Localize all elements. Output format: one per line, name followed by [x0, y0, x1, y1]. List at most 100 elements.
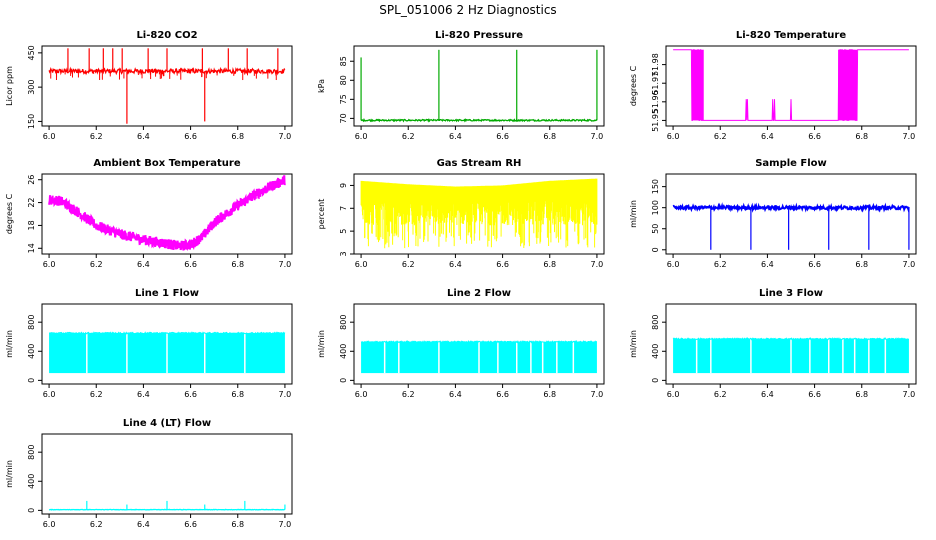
x-tick-label: 6.8 [543, 132, 556, 141]
x-tick-label: 6.6 [496, 132, 509, 141]
y-tick-label: 0 [27, 378, 36, 383]
y-tick-label: 300 [27, 80, 36, 95]
x-tick-label: 7.0 [903, 390, 916, 399]
x-tick-label: 6.0 [667, 132, 680, 141]
x-tick-label: 6.2 [714, 132, 727, 141]
y-tick-label: 51.95 [651, 109, 660, 132]
chart-title: Line 2 Flow [447, 288, 511, 299]
x-tick-label: 7.0 [279, 260, 292, 269]
y-tick-label: 400 [27, 344, 36, 359]
x-tick-label: 6.6 [184, 132, 197, 141]
y-tick-label: 150 [651, 179, 660, 194]
y-tick-label: 18 [27, 220, 36, 230]
data-series-ambient [48, 175, 286, 252]
chart-panel-10: Line 4 (LT) Flow 6.0 6.2 6.4 6.6 6.8 7.0 0 400 80… [5, 418, 293, 529]
chart-title: Ambient Box Temperature [93, 158, 240, 169]
y-axis-label: degrees C [5, 193, 14, 234]
chart-panel-3: Li-820 Temperature 6.0 6.2 6.4 6.6 6.8 7.0 51.9… [629, 30, 917, 141]
y-tick-label: 0 [651, 378, 660, 383]
x-tick-label: 6.4 [449, 132, 462, 141]
x-tick-label: 7.0 [591, 390, 604, 399]
chart-panel-8: Line 2 Flow 6.0 6.2 6.4 6.6 6.8 7.0 0 400 800 ml/m… [317, 288, 605, 399]
y-tick-label: 51.97 [651, 72, 660, 95]
x-tick-label: 6.6 [184, 390, 197, 399]
x-tick-label: 6.8 [231, 390, 244, 399]
x-tick-label: 6.6 [808, 390, 821, 399]
chart-panel-4: Ambient Box Temperature 6.0 6.2 6.4 6.6 6.8 7.… [5, 158, 293, 269]
y-axis-label: degrees C [629, 65, 638, 106]
y-tick-label: 0 [339, 378, 348, 383]
x-tick-label: 6.6 [496, 390, 509, 399]
y-tick-label: 100 [651, 200, 660, 215]
y-axis-label: ml/min [629, 330, 638, 358]
plot-frame [41, 173, 293, 255]
y-tick-label: 150 [27, 114, 36, 129]
data-flow-edge [360, 339, 597, 344]
y-axis-label: Licor ppm [5, 66, 14, 106]
chart-title: Line 3 Flow [759, 288, 823, 299]
x-tick-label: 6.6 [496, 260, 509, 269]
y-tick-label: 7 [339, 206, 348, 211]
y-tick-label: 450 [27, 45, 36, 60]
x-tick-label: 6.4 [761, 390, 774, 399]
y-axis-label: ml/min [317, 330, 326, 358]
x-tick-label: 6.2 [402, 390, 415, 399]
y-tick-label: 51.96 [651, 90, 660, 113]
data-series-rh [360, 178, 598, 249]
y-tick-label: 14 [27, 243, 36, 253]
x-tick-label: 6.0 [355, 260, 368, 269]
chart-title: Li-820 Pressure [435, 30, 523, 41]
y-tick-label: 70 [339, 113, 348, 123]
x-tick-label: 7.0 [279, 520, 292, 529]
x-tick-label: 6.0 [43, 520, 56, 529]
x-tick-label: 6.4 [449, 260, 462, 269]
chart-title: Li-820 Temperature [736, 30, 846, 41]
y-tick-label: 400 [27, 474, 36, 489]
x-tick-label: 6.6 [808, 132, 821, 141]
x-tick-label: 6.0 [667, 390, 680, 399]
data-series-line [672, 202, 910, 213]
plot-frame [41, 45, 293, 127]
x-tick-label: 6.4 [137, 520, 150, 529]
y-axis-label: ml/min [5, 330, 14, 358]
y-tick-label: 80 [339, 75, 348, 85]
x-tick-label: 6.8 [543, 390, 556, 399]
data-flow-edge [672, 336, 909, 341]
y-tick-label: 800 [339, 315, 348, 330]
x-tick-label: 6.8 [855, 390, 868, 399]
chart-panel-9: Line 3 Flow 6.0 6.2 6.4 6.6 6.8 7.0 0 400 800 ml/m… [629, 288, 917, 399]
chart-title: Sample Flow [755, 158, 827, 169]
x-tick-label: 6.2 [402, 132, 415, 141]
x-tick-label: 6.8 [231, 132, 244, 141]
y-tick-label: 51.98 [651, 53, 660, 76]
x-tick-label: 6.4 [761, 132, 774, 141]
chart-title: Line 4 (LT) Flow [123, 418, 211, 429]
x-tick-label: 6.4 [137, 260, 150, 269]
data-flow-edge [49, 331, 286, 335]
x-tick-label: 6.2 [90, 260, 103, 269]
x-tick-label: 6.4 [761, 260, 774, 269]
x-tick-label: 6.0 [355, 132, 368, 141]
x-tick-label: 6.4 [137, 390, 150, 399]
figure-title: SPL_051006 2 Hz Diagnostics [379, 3, 556, 17]
x-tick-label: 6.0 [667, 260, 680, 269]
chart-panel-2: Li-820 Pressure 6.0 6.2 6.4 6.6 6.8 7.0 70 75 80 8… [317, 30, 605, 141]
x-tick-label: 6.2 [90, 390, 103, 399]
plot-frame [353, 303, 605, 385]
data-dense-band [691, 49, 704, 121]
y-tick-label: 85 [339, 56, 348, 66]
y-tick-label: 400 [651, 344, 660, 359]
y-tick-label: 75 [339, 94, 348, 104]
x-tick-label: 6.2 [90, 132, 103, 141]
y-tick-label: 0 [27, 508, 36, 513]
y-tick-label: 5 [339, 229, 348, 234]
data-series-line [360, 118, 598, 123]
data-dense-band [838, 49, 858, 121]
y-axis-label: percent [317, 199, 326, 230]
plot-frame [41, 433, 293, 515]
x-tick-label: 6.2 [714, 390, 727, 399]
x-tick-label: 6.4 [137, 132, 150, 141]
y-tick-label: 800 [27, 445, 36, 460]
